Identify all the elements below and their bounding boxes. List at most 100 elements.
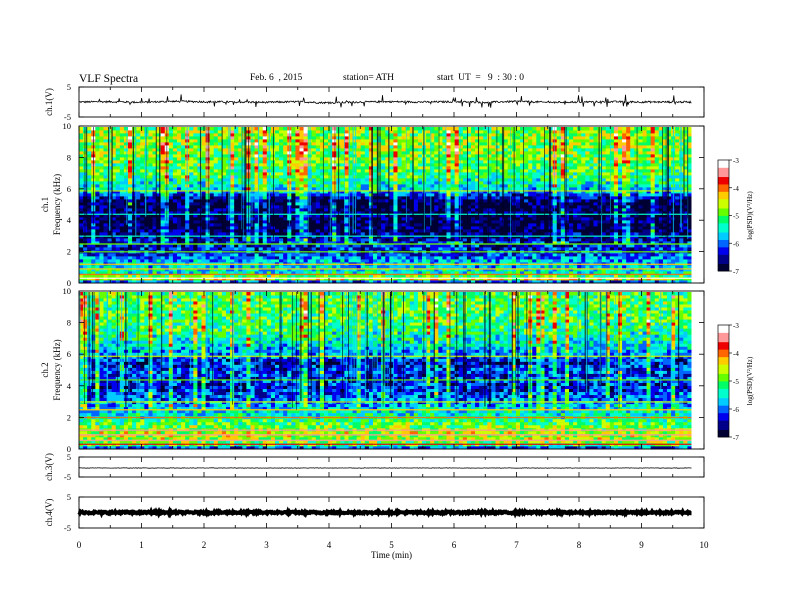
spectrogram-cell: [368, 172, 374, 176]
spectrogram-cell: [454, 241, 460, 245]
spectrogram-cell: [413, 271, 419, 275]
spectrogram-cell: [230, 190, 235, 194]
spectrogram-cell: [348, 142, 353, 146]
spectrogram-cell: [311, 217, 317, 221]
spectrogram-cell: [442, 208, 447, 212]
spectrogram-cell: [356, 184, 362, 188]
spectrogram-cell: [213, 205, 219, 209]
spectrogram-cell: [156, 259, 162, 263]
spectrogram-cell: [389, 139, 394, 143]
spectrogram-cell: [393, 193, 398, 197]
spectrogram-cell: [119, 160, 125, 164]
spectrogram-cell: [172, 268, 178, 272]
spectrogram-cell: [91, 238, 96, 242]
spectrogram-cell: [373, 253, 378, 257]
spectrogram-cell: [430, 241, 435, 245]
spectrogram-cell: [299, 199, 304, 203]
spectrogram-cell: [262, 253, 268, 257]
spectrogram-cell: [385, 244, 390, 248]
spectrogram-cell: [217, 208, 223, 212]
spectrogram-cell: [283, 229, 288, 233]
spectrogram-cell: [295, 187, 300, 191]
spectrogram-cell: [197, 157, 202, 161]
spectrogram-cell: [234, 181, 239, 185]
spectrogram-cell: [205, 232, 211, 236]
spectrogram-cell: [123, 220, 129, 224]
spectrogram-cell: [454, 238, 460, 242]
spectrogram-cell: [209, 217, 215, 221]
spectrogram-cell: [205, 205, 211, 209]
spectrogram-cell: [462, 244, 468, 248]
spectrogram-cell: [205, 172, 211, 176]
spectrogram-cell: [352, 226, 358, 230]
spectrogram-cell: [434, 259, 439, 263]
spectrogram-cell: [262, 256, 268, 260]
spectrogram-cell: [401, 217, 407, 221]
spectrogram-cell: [348, 241, 353, 245]
spectrogram-cell: [377, 256, 382, 260]
spectrogram-cell: [148, 178, 153, 182]
spectrogram-cell: [417, 139, 423, 143]
spectrogram-cell: [226, 184, 231, 188]
spectrogram-cell: [136, 166, 141, 170]
spectrogram-cell: [368, 145, 374, 149]
spectrogram-cell: [87, 244, 92, 248]
spectrogram-cell: [128, 247, 133, 251]
spectrogram-cell: [164, 271, 170, 275]
spectrogram-cell: [189, 247, 194, 251]
spectrogram-cell: [413, 274, 419, 278]
spectrogram-cell: [197, 199, 202, 203]
spectrogram-cell: [172, 238, 178, 242]
spectrogram-cell: [79, 169, 84, 173]
spectrogram-cell: [364, 271, 370, 275]
spectrogram-cell: [332, 211, 337, 215]
spectrogram-cell: [299, 139, 304, 143]
spectrogram-cell: [262, 172, 268, 176]
spectrogram-cell: [99, 238, 104, 242]
spectrogram-cell: [226, 226, 231, 230]
spectrogram-cell: [401, 223, 407, 227]
spectrogram-cell: [360, 133, 366, 137]
spectrogram-cell: [438, 217, 443, 221]
spectrogram-cell: [303, 247, 309, 251]
spectrogram-cell: [319, 154, 325, 158]
spectrogram-cell: [152, 142, 157, 146]
spectrogram-cell: [344, 142, 349, 146]
spectrogram-cell: [103, 130, 108, 134]
spectrogram-cell: [111, 217, 117, 221]
spectrogram-cell: [352, 190, 358, 194]
spectrogram-cell: [205, 151, 211, 155]
spectrogram-cell: [164, 274, 170, 278]
spectrogram-cell: [438, 169, 443, 173]
spectrogram-cell: [299, 187, 304, 191]
spectrogram-cell: [152, 181, 157, 185]
spectrogram-cell: [397, 154, 402, 158]
spectrogram-cell: [172, 184, 178, 188]
spectrogram-cell: [119, 181, 125, 185]
spectrogram-cell: [442, 169, 447, 173]
spectrogram-cell: [205, 208, 211, 212]
spectrogram-cell: [262, 268, 268, 272]
spectrogram-cell: [393, 271, 398, 275]
spectrogram-cell: [352, 193, 358, 197]
spectrogram-cell: [434, 208, 439, 212]
spectrogram-cell: [140, 220, 145, 224]
spectrogram-cell: [385, 151, 390, 155]
spectrogram-cell: [352, 196, 358, 200]
spectrogram-cell: [128, 139, 133, 143]
spectrogram-cell: [413, 211, 419, 215]
spectrogram-cell: [107, 256, 113, 260]
spectrogram-cell: [340, 163, 345, 167]
spectrogram-cell: [454, 181, 460, 185]
spectrogram-cell: [95, 169, 100, 173]
spectrogram-cell: [438, 175, 443, 179]
spectrogram-cell: [209, 202, 215, 206]
spectrogram-cell: [385, 133, 390, 137]
spectrogram-cell: [148, 208, 153, 212]
spectrogram-cell: [458, 142, 464, 146]
spectrogram-cell: [217, 211, 223, 215]
spectrogram-cell: [352, 271, 358, 275]
spectrogram-cell: [450, 247, 456, 251]
spectrogram-cell: [450, 226, 456, 230]
spectrogram-cell: [426, 148, 431, 152]
